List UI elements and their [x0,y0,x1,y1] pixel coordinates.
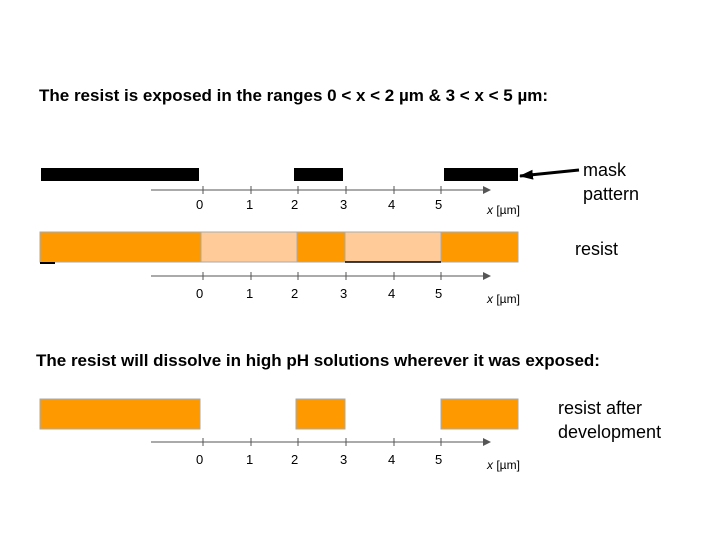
tick-label-1: 1 [246,452,253,467]
tick-label-0: 0 [196,452,203,467]
tick-label-4: 4 [388,452,395,467]
resist-unexposed-right [440,231,519,263]
tick-label-5: 5 [435,452,442,467]
axis-unit-rest: [µm] [493,292,520,306]
resist-developed-layer [39,398,519,430]
tick-label-5: 5 [435,197,442,212]
developed-resist-left [39,398,201,430]
tick-label-3: 3 [340,286,347,301]
tick-label-2: 2 [291,286,298,301]
x-axis-3: 0 1 2 3 4 5 x [µm] [151,438,520,472]
mask-block-middle [294,168,343,181]
tick-label-3: 3 [340,197,347,212]
tick-label-0: 0 [196,197,203,212]
resist-exposed-region-1 [200,231,298,263]
resist-unexposed-middle [296,231,346,263]
mask-pattern-label: mask pattern [583,158,639,206]
x-axis-2: 0 1 2 3 4 5 x [µm] [151,272,520,306]
after-label-line2: development [558,422,662,442]
axis-unit-var: x [486,203,494,217]
tick-label-4: 4 [388,197,395,212]
tick-label-1: 1 [246,286,253,301]
resist-label: resist [575,239,619,259]
axis-unit-rest: [µm] [493,458,520,472]
resist-unexposed-left [39,231,202,263]
developed-resist-middle [295,398,346,430]
axis-unit-label: x [µm] [486,292,520,306]
resist-exposed-layer [39,231,519,264]
mask-pattern [41,168,518,181]
mask-block-left [41,168,199,181]
axis-unit-label: x [µm] [486,458,520,472]
tick-label-2: 2 [291,452,298,467]
axis-unit-var: x [486,292,494,306]
axis-unit-rest: [µm] [493,203,520,217]
heading-dissolve: The resist will dissolve in high pH solu… [36,351,600,370]
mask-pointer-arrow [519,168,580,180]
heading-exposed: The resist is exposed in the ranges 0 < … [39,86,549,105]
tick-label-5: 5 [435,286,442,301]
mask-label-line2: pattern [583,184,640,204]
tick-label-0: 0 [196,286,203,301]
resist-exposed-region-2 [344,231,442,263]
axis-unit-var: x [486,458,494,472]
resist-after-label: resist after development [558,396,661,444]
after-label-line1: resist after [558,398,643,418]
tick-label-4: 4 [388,286,395,301]
mask-block-right [444,168,518,181]
x-axis-1: 0 1 2 3 4 5 x [µm] [151,186,520,217]
tick-label-3: 3 [340,452,347,467]
mask-label-line1: mask [583,160,627,180]
tick-label-2: 2 [291,197,298,212]
axis-unit-label: x [µm] [486,203,520,217]
developed-resist-right [440,398,519,430]
tick-label-1: 1 [246,197,253,212]
